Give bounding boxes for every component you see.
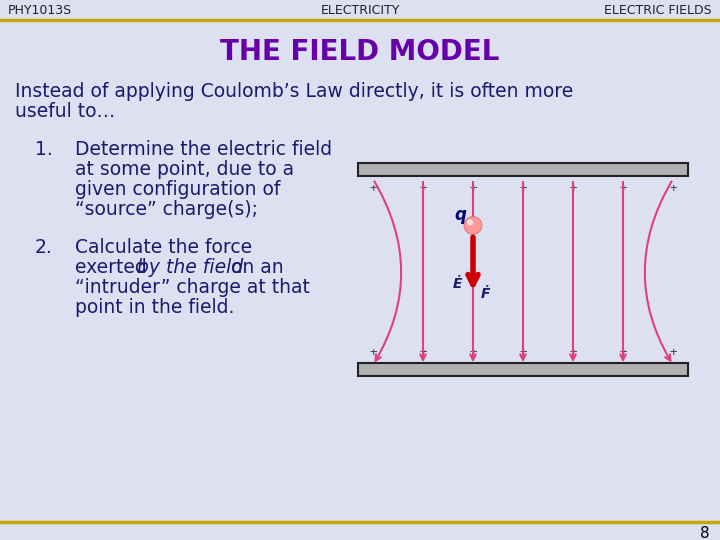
Text: ELECTRIC FIELDS: ELECTRIC FIELDS [604,4,712,17]
Text: “intruder” charge at that: “intruder” charge at that [75,278,310,297]
Text: +: + [619,182,626,195]
Text: +: + [570,346,577,359]
Text: Determine the electric field: Determine the electric field [75,140,332,159]
Text: PHY1013S: PHY1013S [8,4,72,17]
Text: +: + [619,346,626,359]
Text: +: + [570,182,577,195]
Text: exerted: exerted [75,258,153,277]
Text: Ė: Ė [452,276,462,291]
Text: ELECTRICITY: ELECTRICITY [320,4,400,17]
Text: THE FIELD MODEL: THE FIELD MODEL [220,38,500,66]
Text: +: + [419,346,427,359]
Text: by the field: by the field [137,258,243,277]
Text: +: + [519,346,527,359]
Text: q: q [454,206,466,225]
Text: point in the field.: point in the field. [75,298,235,317]
Text: +: + [369,182,377,195]
Text: +: + [469,346,477,359]
Text: +: + [369,346,377,359]
Text: at some point, due to a: at some point, due to a [75,160,294,179]
Circle shape [467,219,473,226]
Bar [358,363,688,376]
Text: +: + [419,182,427,195]
Text: Instead of applying Coulomb’s Law directly, it is often more: Instead of applying Coulomb’s Law direct… [15,82,573,101]
Text: +: + [670,346,677,359]
Text: given configuration of: given configuration of [75,180,280,199]
Text: Calculate the force: Calculate the force [75,238,252,257]
Text: useful to…: useful to… [15,102,115,121]
Text: 2.: 2. [35,238,53,257]
Text: +: + [519,182,527,195]
Text: on an: on an [225,258,284,277]
Circle shape [464,217,482,234]
Text: Ḟ: Ḟ [480,287,490,300]
Text: “source” charge(s);: “source” charge(s); [75,200,258,219]
Text: 8: 8 [701,525,710,540]
Text: 1.: 1. [35,140,53,159]
Bar [358,163,688,176]
Text: +: + [670,182,677,195]
Text: +: + [469,182,477,195]
